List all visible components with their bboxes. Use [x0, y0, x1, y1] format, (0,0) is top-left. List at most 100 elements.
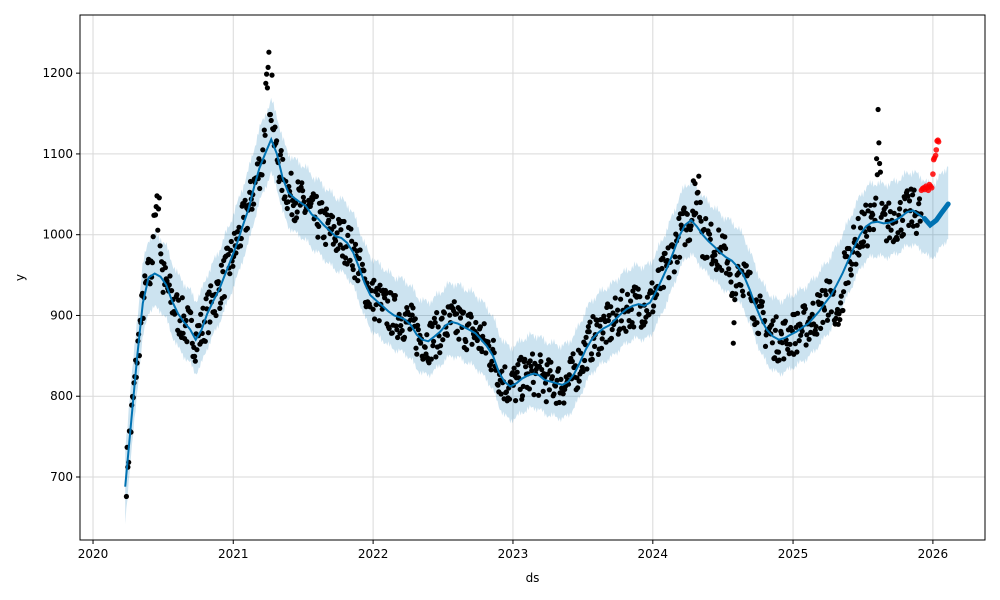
observed-point	[551, 391, 557, 397]
observed-point	[549, 374, 556, 380]
observed-point	[350, 266, 356, 273]
observed-point	[213, 312, 219, 319]
observed-point	[207, 319, 213, 325]
observed-point	[642, 319, 648, 325]
observed-point	[727, 271, 733, 277]
observed-point	[528, 363, 534, 369]
observed-point	[875, 106, 881, 113]
observed-point	[546, 387, 553, 393]
observed-point	[813, 323, 819, 330]
observed-point	[845, 280, 851, 286]
observed-point	[284, 205, 290, 212]
observed-point	[587, 319, 593, 325]
observed-point	[536, 392, 542, 398]
observed-point	[578, 350, 584, 356]
highlighted-points-layer	[918, 137, 942, 194]
observed-point	[345, 232, 351, 238]
observed-point	[897, 206, 903, 212]
observed-point	[556, 399, 562, 406]
y-tick-label: 1200	[42, 66, 73, 80]
observed-point	[886, 200, 892, 206]
observed-point	[794, 349, 800, 355]
observed-point	[891, 210, 897, 216]
observed-point	[883, 204, 889, 210]
observed-point	[490, 337, 496, 343]
observed-point	[463, 338, 469, 345]
observed-point	[600, 330, 606, 336]
observed-point	[444, 332, 450, 338]
observed-points-layer	[123, 49, 924, 500]
observed-point	[585, 324, 592, 330]
observed-point	[537, 352, 543, 358]
observed-point	[437, 343, 444, 349]
observed-point	[560, 391, 566, 397]
observed-point	[155, 206, 162, 212]
observed-point	[864, 243, 871, 249]
observed-point	[392, 293, 398, 299]
observed-point	[547, 368, 553, 374]
observed-point	[610, 310, 616, 316]
observed-point	[352, 241, 359, 247]
observed-point	[179, 295, 185, 301]
observed-point	[548, 359, 554, 365]
observed-point	[202, 338, 208, 344]
observed-point	[357, 247, 363, 253]
observed-point	[900, 231, 907, 238]
observed-point	[792, 341, 798, 347]
observed-point	[228, 247, 234, 253]
observed-point	[315, 234, 321, 240]
observed-point	[698, 218, 704, 224]
observed-point	[849, 261, 855, 267]
observed-point	[615, 331, 621, 337]
observed-point	[898, 227, 904, 233]
observed-point	[414, 351, 420, 357]
observed-point	[218, 262, 224, 268]
observed-point	[511, 365, 517, 371]
observed-point	[822, 288, 828, 294]
observed-point	[692, 180, 698, 187]
observed-point	[242, 197, 248, 203]
observed-point	[712, 252, 718, 258]
highlighted-point	[928, 185, 935, 191]
observed-point	[598, 317, 604, 323]
observed-point	[583, 334, 589, 340]
observed-point	[666, 275, 672, 281]
observed-point	[716, 227, 722, 233]
observed-point	[394, 327, 400, 333]
observed-point	[820, 319, 826, 325]
observed-point	[147, 281, 153, 287]
observed-point	[439, 315, 445, 321]
observed-point	[434, 310, 440, 316]
observed-point	[469, 341, 475, 347]
observed-point	[624, 291, 631, 297]
observed-point	[244, 225, 250, 231]
observed-point	[166, 282, 172, 288]
observed-point	[566, 372, 572, 378]
observed-point	[228, 238, 234, 245]
observed-point	[513, 398, 519, 404]
observed-point	[796, 338, 802, 344]
observed-point	[211, 309, 218, 315]
observed-point	[323, 206, 329, 212]
observed-point	[347, 257, 353, 263]
observed-point	[435, 324, 441, 330]
x-tick-label: 2023	[498, 547, 529, 561]
observed-point	[192, 353, 198, 359]
observed-point	[440, 337, 446, 343]
observed-point	[418, 340, 424, 346]
observed-point	[429, 323, 435, 329]
observed-point	[269, 72, 275, 78]
observed-point	[410, 305, 416, 311]
observed-point	[588, 351, 595, 357]
observed-point	[837, 317, 843, 323]
observed-point	[282, 194, 288, 200]
observed-point	[688, 223, 694, 229]
observed-point	[208, 283, 214, 289]
observed-point	[519, 393, 526, 399]
observed-point	[756, 330, 762, 337]
observed-point	[827, 279, 833, 285]
observed-point	[876, 140, 882, 146]
observed-point	[338, 227, 344, 233]
observed-point	[818, 325, 824, 331]
observed-point	[372, 316, 378, 322]
